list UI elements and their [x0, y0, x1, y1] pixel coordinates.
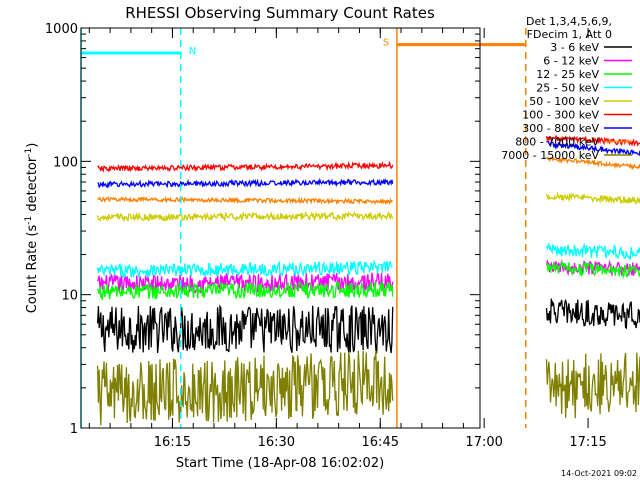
legend-entry-label: 7000 - 15000 keV	[501, 149, 599, 162]
y-axis-label-part: Count Rate (s	[25, 225, 40, 314]
legend-entry-label: 25 - 50 keV	[536, 82, 599, 95]
plot-frame	[80, 27, 481, 429]
legend-entry-label: 3 - 6 keV	[550, 41, 599, 54]
legend-entry-label: 12 - 25 keV	[536, 68, 599, 81]
x-tick-label: 17:15	[569, 435, 606, 450]
legend-header: Det 1,3,4,5,6,9,	[526, 15, 612, 28]
y-tick-label: 1000	[45, 22, 78, 37]
interval-label: N	[189, 46, 196, 57]
series-line	[96, 304, 394, 355]
interval-label: S	[383, 38, 389, 49]
series-line	[545, 134, 640, 147]
series-12-25-kev	[97, 261, 640, 300]
chart-title: RHESSI Observing Summary Count Rates	[125, 4, 435, 22]
series-line	[97, 195, 393, 206]
series-100-300-kev	[97, 134, 640, 173]
y-axis-label-part: -1	[24, 216, 34, 225]
series-line	[546, 140, 640, 157]
footer-date: 14-Oct-2021 09:02	[561, 469, 637, 478]
series-line	[97, 280, 394, 300]
series-25-50-kev	[96, 242, 640, 278]
x-tick-label: 16:30	[258, 435, 295, 450]
series-line	[97, 160, 394, 173]
series-line	[96, 259, 393, 278]
series-line	[545, 352, 640, 419]
series-line	[545, 259, 640, 277]
y-tick-label: 10	[61, 289, 78, 304]
x-tick-label: 16:45	[362, 435, 399, 450]
series-800-7000-kev	[97, 155, 640, 206]
series-50-100-kev	[96, 191, 640, 223]
series-3-6-kev	[96, 298, 640, 355]
legend-entry-label: 300 - 800 keV	[522, 122, 599, 135]
series-line	[96, 350, 394, 426]
x-tick-label: 17:00	[465, 435, 502, 450]
series-line	[545, 191, 640, 205]
series-line	[546, 261, 640, 280]
series-layer	[96, 134, 640, 426]
x-axis-label: Start Time (18-Apr-08 16:02:02)	[176, 456, 384, 471]
legend-entry-label: 800 - 7000 keV	[515, 136, 599, 149]
series-line	[545, 298, 640, 330]
y-axis-label-part: detector	[25, 156, 40, 216]
x-tick-label: 16:15	[154, 435, 191, 450]
series-line	[545, 242, 640, 260]
series-line	[96, 210, 394, 223]
series-7000-15000-kev	[96, 350, 640, 426]
y-axis-label-part: )	[25, 143, 40, 148]
y-tick-label: 1	[70, 422, 78, 437]
y-tick-label: 100	[53, 155, 78, 170]
y-axis-label-part: -1	[24, 148, 34, 157]
series-300-800-kev	[97, 140, 640, 189]
series-line	[546, 155, 640, 171]
legend-entry-label: 6 - 12 keV	[543, 55, 599, 68]
legend-entry-label: 50 - 100 keV	[529, 95, 599, 108]
legend-entry-label: 100 - 300 keV	[522, 109, 599, 122]
legend-header: FDecim 1, Att 0	[527, 28, 612, 41]
y-axis-label: Count Rate (s-1 detector-1)	[24, 143, 40, 314]
series-line	[97, 177, 394, 189]
legend: Det 1,3,4,5,6,9,FDecim 1, Att 03 - 6 keV…	[501, 15, 632, 162]
